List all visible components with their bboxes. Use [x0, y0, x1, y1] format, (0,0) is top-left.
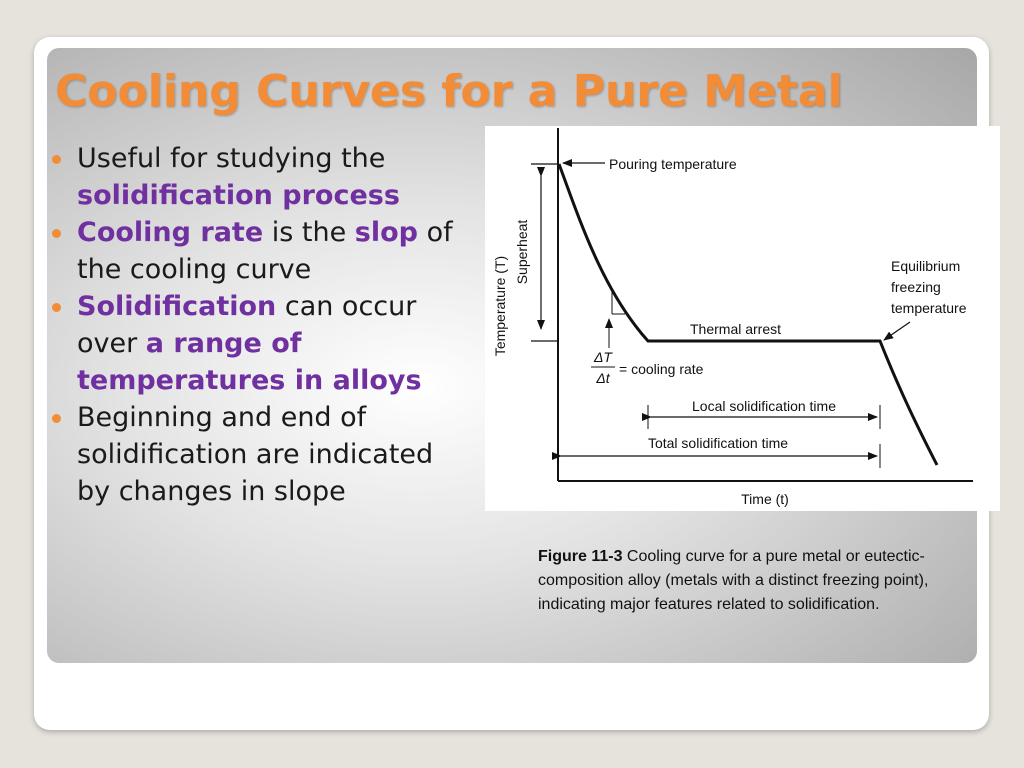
bullet-dot-icon [52, 414, 61, 423]
bullet-emphasis: Solidification [77, 291, 277, 322]
equilibrium-label-line2: freezing [891, 279, 941, 295]
bullet-emphasis: solidification process [77, 180, 400, 211]
bullet-dot-icon [52, 155, 61, 164]
bullet-text: Useful for studying the [77, 143, 386, 174]
equilibrium-label-line3: temperature [891, 300, 967, 316]
bullet-item: Useful for studying the solidification p… [52, 140, 472, 214]
cooling-curve [557, 163, 939, 466]
superheat-label: Superheat [514, 220, 530, 285]
bullet-dot-icon [52, 229, 61, 238]
figure-caption: Figure 11-3 Cooling curve for a pure met… [538, 545, 978, 617]
caption-label: Figure 11-3 [538, 548, 623, 565]
cooling-curve-diagram: Pouring temperature ΔT Δt = cooling rate… [492, 128, 973, 507]
equilibrium-arrow [883, 321, 911, 341]
bullet-item: Solidification can occur over a range of… [52, 288, 472, 399]
bullet-list: Useful for studying the solidification p… [52, 140, 472, 510]
bullet-text: can occur over [77, 291, 417, 359]
total-time-label: Total solidification time [648, 435, 788, 451]
bullet-text: of the cooling curve [77, 217, 453, 285]
thermal-arrest-label: Thermal arrest [690, 321, 781, 337]
bullet-text: Beginning and end of solidification are … [77, 402, 434, 507]
cooling-rate-denominator: Δt [595, 370, 610, 386]
cooling-curve-figure: Pouring temperature ΔT Δt = cooling rate… [485, 126, 1000, 511]
bullet-emphasis: Cooling rate [77, 217, 264, 248]
bullet-emphasis: a range of temperatures in alloys [77, 328, 422, 396]
caption-text: Cooling curve for a pure metal or eutect… [538, 548, 929, 613]
bullet-emphasis: slop [354, 217, 418, 248]
local-time-label: Local solidification time [692, 398, 836, 414]
equilibrium-label-line1: Equilibrium [891, 258, 960, 274]
slide-title: Cooling Curves for a Pure Metal [55, 66, 843, 117]
bullet-item: Cooling rate is the slop of the cooling … [52, 214, 472, 288]
y-axis-label: Temperature (T) [492, 256, 508, 356]
bullet-text: is the [263, 217, 355, 248]
bullet-item: Beginning and end of solidification are … [52, 399, 472, 510]
x-axis-label: Time (t) [741, 491, 789, 507]
pouring-label: Pouring temperature [609, 156, 737, 172]
cooling-rate-numerator: ΔT [593, 349, 613, 365]
cooling-rate-label: = cooling rate [619, 361, 704, 377]
bullet-dot-icon [52, 303, 61, 312]
